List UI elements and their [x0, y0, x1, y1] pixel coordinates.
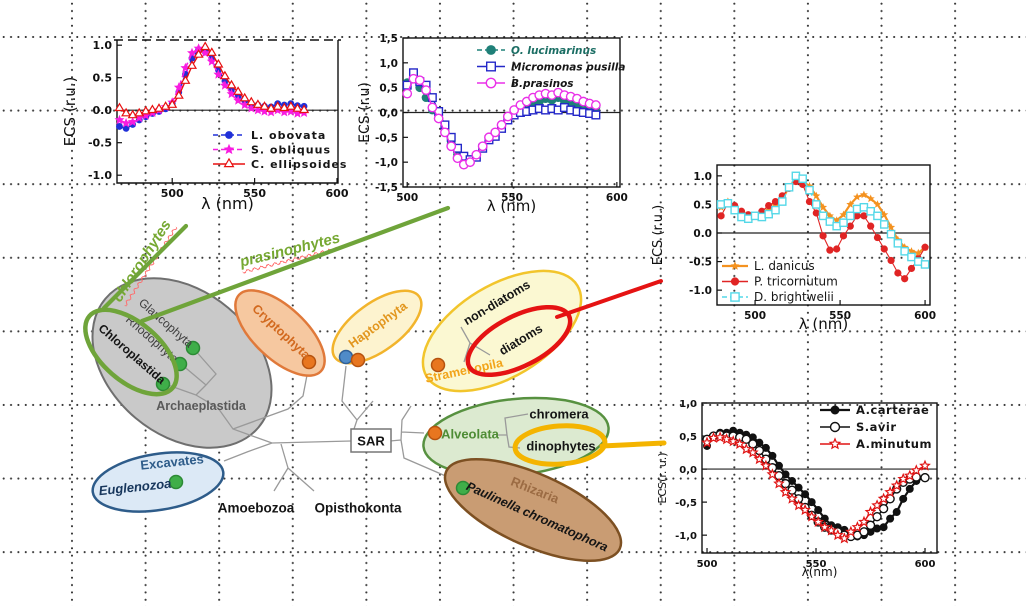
- svg-text:0,5: 0,5: [379, 83, 398, 95]
- label-dinophytes: dinophytes: [526, 438, 596, 454]
- svg-text:500: 500: [744, 310, 766, 322]
- svg-text:-0,5: -0,5: [375, 132, 398, 144]
- svg-text:ECS (r.u): ECS (r.u): [357, 82, 373, 143]
- svg-text:550: 550: [501, 192, 523, 204]
- svg-text:O. lucimarinus: O. lucimarinus: [511, 45, 596, 57]
- svg-text:-0.5: -0.5: [689, 257, 712, 269]
- svg-text:λ (nm): λ (nm): [487, 197, 536, 215]
- svg-text:0,5: 0,5: [679, 432, 697, 443]
- svg-text:-1,0: -1,0: [675, 531, 697, 542]
- prasinophytes-ecs-chart: 500 550 600 1,5 1,0 0,5 0,0 -0,5 -1,0 -1,5 ECS (r.…: [355, 8, 650, 226]
- svg-text:550: 550: [243, 187, 266, 200]
- svg-text:P. tricornutum: P. tricornutum: [754, 275, 838, 289]
- svg-text:A.carterae: A.carterae: [856, 403, 929, 417]
- haptophyta-orange-dot: [350, 352, 366, 368]
- stramenopila-ellipse: [421, 269, 583, 393]
- label-chromera: chromera: [529, 406, 589, 422]
- svg-text:0,0: 0,0: [679, 465, 697, 476]
- label-prasinophytes: prasinophytes: [238, 229, 342, 271]
- svg-text:A.minutum: A.minutum: [856, 437, 932, 451]
- svg-text:1.0: 1.0: [693, 171, 712, 183]
- dinophytes-ecs-chart: 500 550 600 1,0 0,5 0,0 -0,5 -1,0 ECS(r. u.) λ(nm…: [648, 390, 948, 595]
- svg-text:1,0: 1,0: [679, 399, 697, 410]
- svg-text:ECS (r.u.): ECS (r.u.): [651, 205, 666, 265]
- label-excavates: Excavates: [139, 451, 205, 473]
- haptophyta-blue-dot: [338, 349, 354, 365]
- label-diatoms: diatoms: [496, 321, 546, 359]
- svg-text:600: 600: [914, 310, 936, 322]
- svg-text:600: 600: [326, 187, 349, 200]
- svg-text:λ (nm): λ (nm): [201, 194, 254, 213]
- svg-text:S. obliquus: S. obliquus: [251, 144, 331, 157]
- plastid-dots: [155, 340, 471, 496]
- svg-text:500: 500: [697, 559, 718, 570]
- svg-text:1.0: 1.0: [93, 39, 113, 52]
- diatoms-plot: 500 550 600 1.0 0.5 0.0 -0.5 -1.0 ECS (r.u.) λ (n…: [651, 164, 936, 333]
- diatoms-ecs-chart: 500 550 600 1.0 0.5 0.0 -0.5 -1.0 ECS (r.u.) λ (n…: [648, 148, 948, 343]
- label-euglenozoa: Euglenozoa: [97, 475, 173, 499]
- prasinophytes-plot: 500 550 600 1,5 1,0 0,5 0,0 -0,5 -1,0 -1,5 ECS (r.…: [357, 33, 628, 215]
- chlorophytes-ecs-chart: 500 550 600 1.0 0.5 0.0 -0.5 -1.0 ECS (r.u.) λ (n…: [55, 10, 355, 225]
- svg-text:D. brightwelii: D. brightwelii: [754, 290, 834, 304]
- svg-text:550: 550: [806, 559, 827, 570]
- svg-text:Micromonas pusilla: Micromonas pusilla: [511, 62, 625, 74]
- series-A.minutum: [706, 436, 926, 540]
- svg-text:1,0: 1,0: [379, 58, 398, 70]
- svg-text:C. ellipsoides: C. ellipsoides: [251, 158, 347, 171]
- svg-text:λ(nm): λ(nm): [802, 565, 838, 579]
- svg-text:-0.5: -0.5: [88, 137, 112, 150]
- label-archaeplastida: Archaeplastida: [156, 398, 246, 413]
- svg-text:ECS(r. u.): ECS(r. u.): [656, 452, 669, 503]
- svg-text:S.avir: S.avir: [856, 420, 897, 434]
- svg-text:-1,5: -1,5: [375, 182, 398, 194]
- svg-text:-1.0: -1.0: [689, 285, 712, 297]
- label-opisthokonta: Opisthokonta: [314, 500, 402, 516]
- chlorophytes-plot: 500 550 600 1.0 0.5 0.0 -0.5 -1.0 ECS (r.u.) λ (n…: [61, 39, 349, 213]
- svg-text:L. danicus: L. danicus: [754, 259, 815, 273]
- svg-text:B.prasinos: B.prasinos: [511, 78, 574, 90]
- label-non-diatoms: non-diatoms: [461, 277, 533, 329]
- svg-text:-1.0: -1.0: [88, 169, 112, 182]
- dinophytes-plot: 500 550 600 1,0 0,5 0,0 -0,5 -1,0 ECS(r. u.) λ(nm…: [656, 399, 938, 579]
- svg-text:0.5: 0.5: [693, 199, 712, 211]
- svg-text:-1,0: -1,0: [375, 157, 398, 169]
- svg-text:-0,5: -0,5: [675, 498, 697, 509]
- archaeplastida-ellipse: [91, 277, 273, 449]
- alveolata-dot: [427, 425, 443, 441]
- svg-text:500: 500: [161, 187, 184, 200]
- label-amoebozoa: Amoebozoa: [217, 500, 295, 516]
- svg-text:ECS (r.u.): ECS (r.u.): [61, 77, 79, 147]
- svg-text:0.5: 0.5: [93, 72, 113, 85]
- svg-text:L. obovata: L. obovata: [251, 129, 326, 142]
- label-alveolata: Alveolata: [441, 426, 499, 442]
- svg-text:600: 600: [915, 559, 936, 570]
- label-cryptophyta: Cryptophyta: [249, 301, 313, 363]
- svg-text:0,0: 0,0: [379, 108, 398, 120]
- label-chlorophytes: chlorophytes: [109, 216, 175, 306]
- tree-branches: [164, 348, 449, 492]
- svg-text:0.0: 0.0: [93, 104, 113, 117]
- svg-text:0.0: 0.0: [693, 228, 712, 240]
- svg-text:600: 600: [606, 192, 628, 204]
- svg-text:λ (nm): λ (nm): [799, 315, 848, 333]
- label-stramenopila: Stramenopila: [423, 355, 505, 386]
- svg-text:550: 550: [829, 310, 851, 322]
- label-haptophyta: Haptophyta: [345, 298, 410, 351]
- label-sar: SAR: [357, 433, 385, 449]
- diatoms-connector-line: [555, 279, 663, 319]
- svg-text:1,5: 1,5: [379, 33, 398, 45]
- svg-text:500: 500: [396, 192, 418, 204]
